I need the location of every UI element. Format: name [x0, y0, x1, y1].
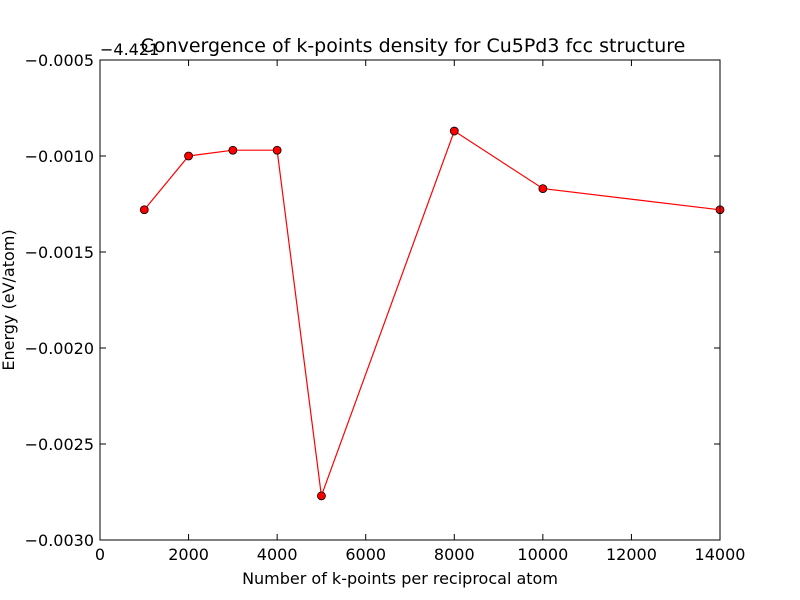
- data-point: [139, 205, 149, 215]
- y-tick-label: −0.0020: [25, 339, 94, 358]
- x-tick-label: 6000: [345, 545, 386, 564]
- x-tick-label: 0: [95, 545, 105, 564]
- series-layer: [139, 126, 725, 501]
- y-tick-label: −0.0010: [25, 147, 94, 166]
- y-tick-label: −0.0015: [25, 243, 94, 262]
- data-point: [272, 145, 282, 155]
- plot-area: [100, 60, 720, 540]
- x-tick-label: 4000: [257, 545, 298, 564]
- x-axis-title: Number of k-points per reciprocal atom: [242, 569, 558, 588]
- x-tick-label: 12000: [606, 545, 657, 564]
- x-tick-label: 8000: [434, 545, 475, 564]
- x-tick-label: 14000: [695, 545, 746, 564]
- data-point: [449, 126, 459, 136]
- y-tick-label: −0.0025: [25, 435, 94, 454]
- data-point: [317, 491, 326, 501]
- data-point: [228, 145, 238, 155]
- series-line: [143, 130, 721, 497]
- y-axis-title: Energy (eV/atom): [0, 229, 18, 370]
- y-tick-label: −0.0030: [25, 531, 94, 550]
- chart-title: Convergence of k-points density for Cu5P…: [141, 35, 686, 57]
- data-point: [538, 184, 548, 194]
- data-point: [184, 151, 193, 161]
- y-offset-label: −4.421: [100, 40, 159, 59]
- x-axis: 0 2000 4000 6000 8000 10000 12000 14000: [95, 60, 746, 564]
- x-tick-label: 10000: [517, 545, 568, 564]
- plot-frame: [99, 59, 721, 541]
- y-axis: −0.0030 −0.0025 −0.0020 −0.0015 −0.0010 −0.00…: [25, 51, 720, 550]
- x-tick-label: 2000: [168, 545, 209, 564]
- y-tick-label: −0.0005: [25, 51, 94, 70]
